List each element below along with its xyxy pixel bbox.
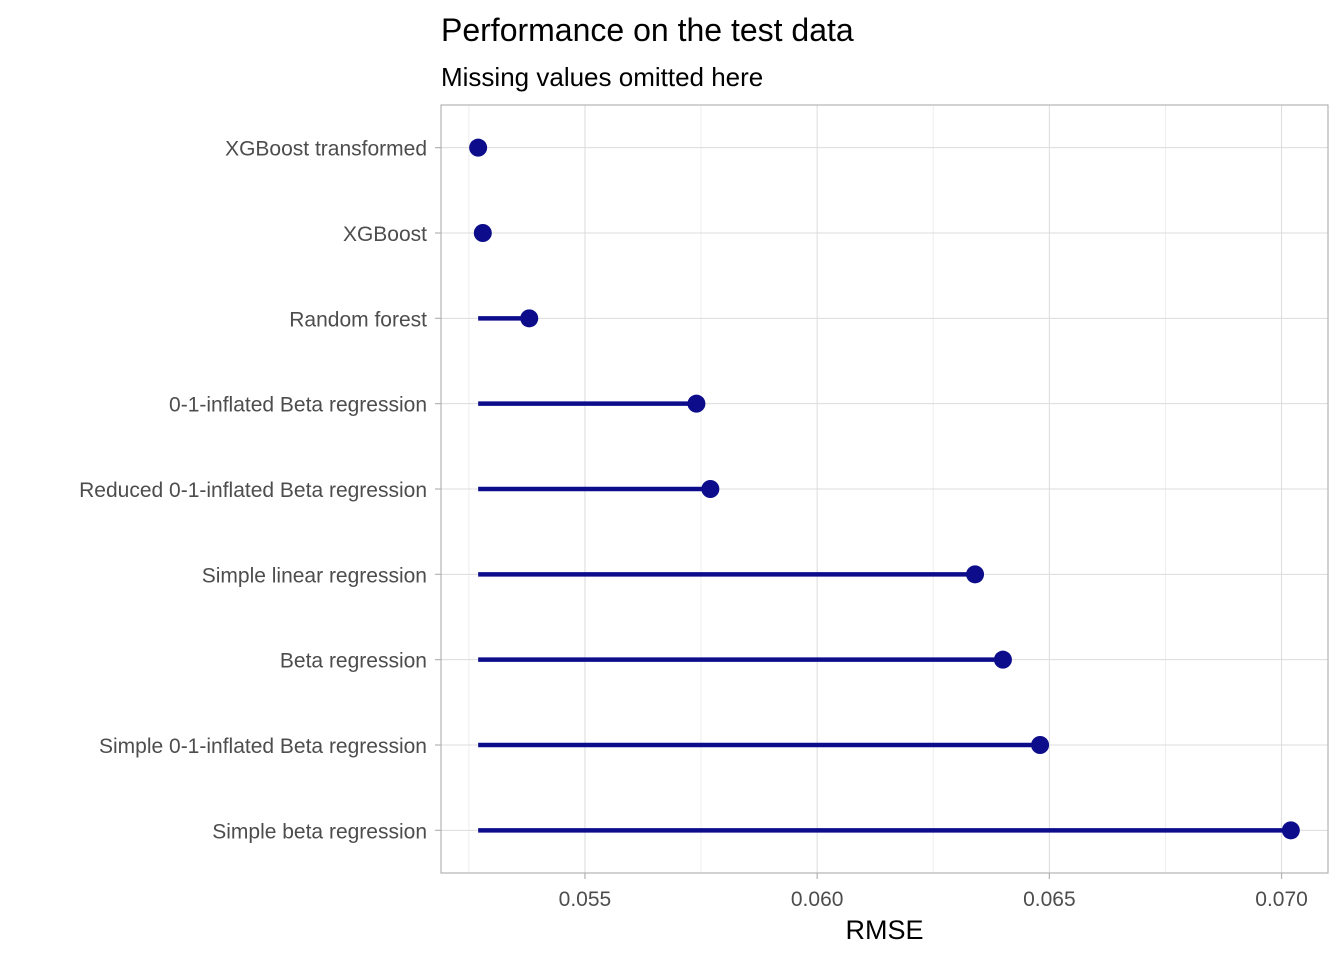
lollipop-point xyxy=(701,480,720,498)
category-labels: XGBoost transformed XGBoost Random forest 0… xyxy=(79,138,441,843)
lollipop-point xyxy=(1031,736,1050,754)
x-tick-label: 0.070 xyxy=(1255,888,1308,911)
x-axis-title: RMSE xyxy=(845,915,923,945)
lollipop-point xyxy=(469,138,488,157)
lollipop-point xyxy=(966,565,985,584)
lollipop-points xyxy=(469,138,1300,840)
category-label: Random forest xyxy=(289,308,427,331)
x-tick-label: 0.060 xyxy=(791,888,844,911)
x-axis-ticks: 0.055 0.060 0.065 0.070 xyxy=(559,873,1308,911)
category-label: XGBoost transformed xyxy=(225,138,427,161)
category-label: Reduced 0-1-inflated Beta regression xyxy=(79,479,427,502)
category-label: Beta regression xyxy=(280,650,427,673)
lollipop-point xyxy=(687,394,706,413)
x-tick-label: 0.055 xyxy=(559,888,612,911)
chart-subtitle: Missing values omitted here xyxy=(441,62,763,92)
category-label: Simple beta regression xyxy=(212,820,427,843)
chart-title: Performance on the test data xyxy=(441,12,854,48)
lollipop-point xyxy=(473,224,492,242)
category-label: Simple 0-1-inflated Beta regression xyxy=(99,735,427,758)
category-label: 0-1-inflated Beta regression xyxy=(169,394,427,417)
lollipop-point xyxy=(1281,821,1300,840)
x-tick-label: 0.065 xyxy=(1023,888,1076,911)
category-label: XGBoost xyxy=(343,223,427,246)
lollipop-stems xyxy=(478,230,1291,833)
lollipop-point xyxy=(993,650,1012,669)
category-label: Simple linear regression xyxy=(202,564,427,587)
lollipop-point xyxy=(520,309,539,328)
